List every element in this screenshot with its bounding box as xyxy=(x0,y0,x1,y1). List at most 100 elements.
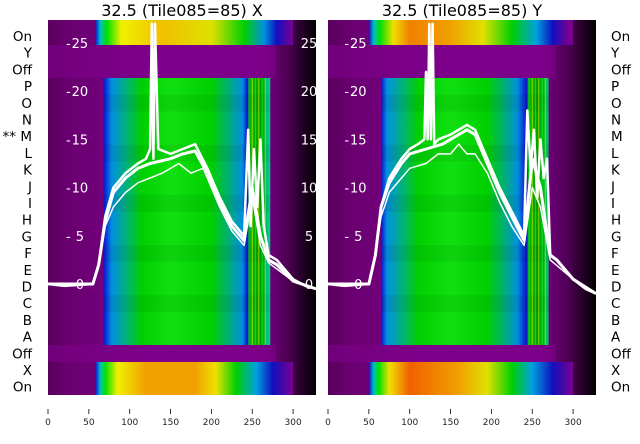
series-group xyxy=(328,22,596,295)
row-label: B xyxy=(611,313,620,329)
y-tick-label-twin: 25 xyxy=(301,37,318,52)
y-tick-label: 10 xyxy=(350,182,367,197)
x-tick-label: 100 xyxy=(401,418,418,428)
row-label: E xyxy=(23,263,32,279)
row-label: D xyxy=(22,280,32,296)
y-tick-mark: - xyxy=(66,37,71,52)
heatmap-row xyxy=(103,194,271,212)
x-tick-label: 200 xyxy=(203,418,220,428)
heatmap-row xyxy=(103,295,271,312)
series-line-line-1 xyxy=(328,22,596,295)
y-tick-label-twin: 5 xyxy=(305,230,313,245)
y-tick-label: 25 xyxy=(72,37,89,52)
row-label: C xyxy=(611,296,620,312)
row-label: H xyxy=(611,213,621,229)
row-label: On xyxy=(611,29,630,45)
chart-title: 32.5 (Tile085=85) X xyxy=(101,1,263,20)
heatmap-band-main xyxy=(381,78,549,345)
panel-x: -0 0- 5 5- 10 10- 15 15- 20 20- 25 250 50 100 150 200 25… xyxy=(3,1,318,428)
y-tick-mark: - xyxy=(344,278,349,293)
heatmap-row xyxy=(381,295,549,312)
x-tick-label: 50 xyxy=(363,418,375,428)
row-label: Off xyxy=(12,346,33,362)
y-tick-mark: - xyxy=(344,37,349,52)
row-label: A xyxy=(23,330,33,346)
x-tick-label: 0 xyxy=(325,418,331,428)
row-label: N xyxy=(611,113,621,129)
y-tick-label: 0 xyxy=(354,278,362,293)
row-label: X xyxy=(611,363,620,379)
y-tick-label-twin: 0 xyxy=(305,278,313,293)
heatmap-band-bottom-on xyxy=(368,362,574,395)
y-tick-label: 10 xyxy=(72,182,89,197)
y-tick-label: 5 xyxy=(76,230,84,245)
y-tick-mark: - xyxy=(66,230,71,245)
row-label: ** M xyxy=(3,129,32,145)
series-line-line-3 xyxy=(48,162,316,290)
heatmap-row xyxy=(381,194,549,212)
heatmap-row xyxy=(103,94,271,112)
x-tick-label: 300 xyxy=(285,418,302,428)
row-label: D xyxy=(611,280,621,296)
row-label: P xyxy=(24,79,32,95)
y-tick-label: 15 xyxy=(350,133,367,148)
row-label: X xyxy=(23,363,32,379)
row-label: G xyxy=(611,229,621,245)
row-label: Off xyxy=(611,62,632,78)
y-tick-mark: - xyxy=(344,85,349,100)
series-line-line-2 xyxy=(328,128,596,295)
y-tick-label-twin: 20 xyxy=(301,85,318,100)
row-label: L xyxy=(611,146,619,162)
x-tick-label: 100 xyxy=(121,418,138,428)
row-label: F xyxy=(24,246,32,262)
row-label: B xyxy=(23,313,32,329)
y-tick-mark: - xyxy=(344,133,349,148)
heatmap-row-off-bottom xyxy=(48,345,276,362)
series-group xyxy=(48,22,316,291)
row-label: O xyxy=(21,96,32,112)
row-label: On xyxy=(611,380,630,396)
heatmap-band-bottom-on xyxy=(95,362,294,395)
x-tick-label: 300 xyxy=(565,418,582,428)
series-line-line-3 xyxy=(328,143,596,295)
row-label: F xyxy=(611,246,619,262)
row-label: A xyxy=(611,330,621,346)
y-tick-label: 25 xyxy=(350,37,367,52)
series-line-line-1 xyxy=(48,22,316,291)
heatmap-band-top-on xyxy=(368,20,574,45)
y-tick-mark: - xyxy=(66,133,71,148)
heatmap-row-off-top xyxy=(48,45,276,78)
row-label: G xyxy=(22,229,32,245)
row-label: M xyxy=(611,129,623,145)
heatmap-row xyxy=(381,245,549,262)
y-tick-label: 5 xyxy=(354,230,362,245)
chart-title: 32.5 (Tile085=85) Y xyxy=(382,1,543,20)
y-tick-label: 20 xyxy=(72,85,89,100)
heatmap-band-main xyxy=(103,78,271,345)
y-tick-label: 0 xyxy=(76,278,84,293)
heatmap-band-top-on xyxy=(95,20,294,45)
y-tick-mark: - xyxy=(344,182,349,197)
y-tick-label: 15 xyxy=(72,133,89,148)
row-label: K xyxy=(611,163,621,179)
row-label: On xyxy=(13,380,32,396)
x-tick-label: 150 xyxy=(442,418,459,428)
row-label: J xyxy=(27,179,32,195)
y-tick-mark: - xyxy=(344,230,349,245)
x-tick-label: 50 xyxy=(83,418,95,428)
row-label: C xyxy=(23,296,32,312)
row-label: O xyxy=(611,96,622,112)
row-label: J xyxy=(610,179,615,195)
x-tick-label: 250 xyxy=(524,418,541,428)
y-tick-label-twin: 10 xyxy=(301,182,318,197)
y-tick-label: 20 xyxy=(350,85,367,100)
row-label: I xyxy=(28,196,32,212)
row-label: Y xyxy=(610,46,620,62)
row-label: P xyxy=(611,79,619,95)
heatmap-row-off-bottom xyxy=(328,345,556,362)
x-tick-label: 250 xyxy=(244,418,261,428)
y-tick-mark: - xyxy=(66,278,71,293)
